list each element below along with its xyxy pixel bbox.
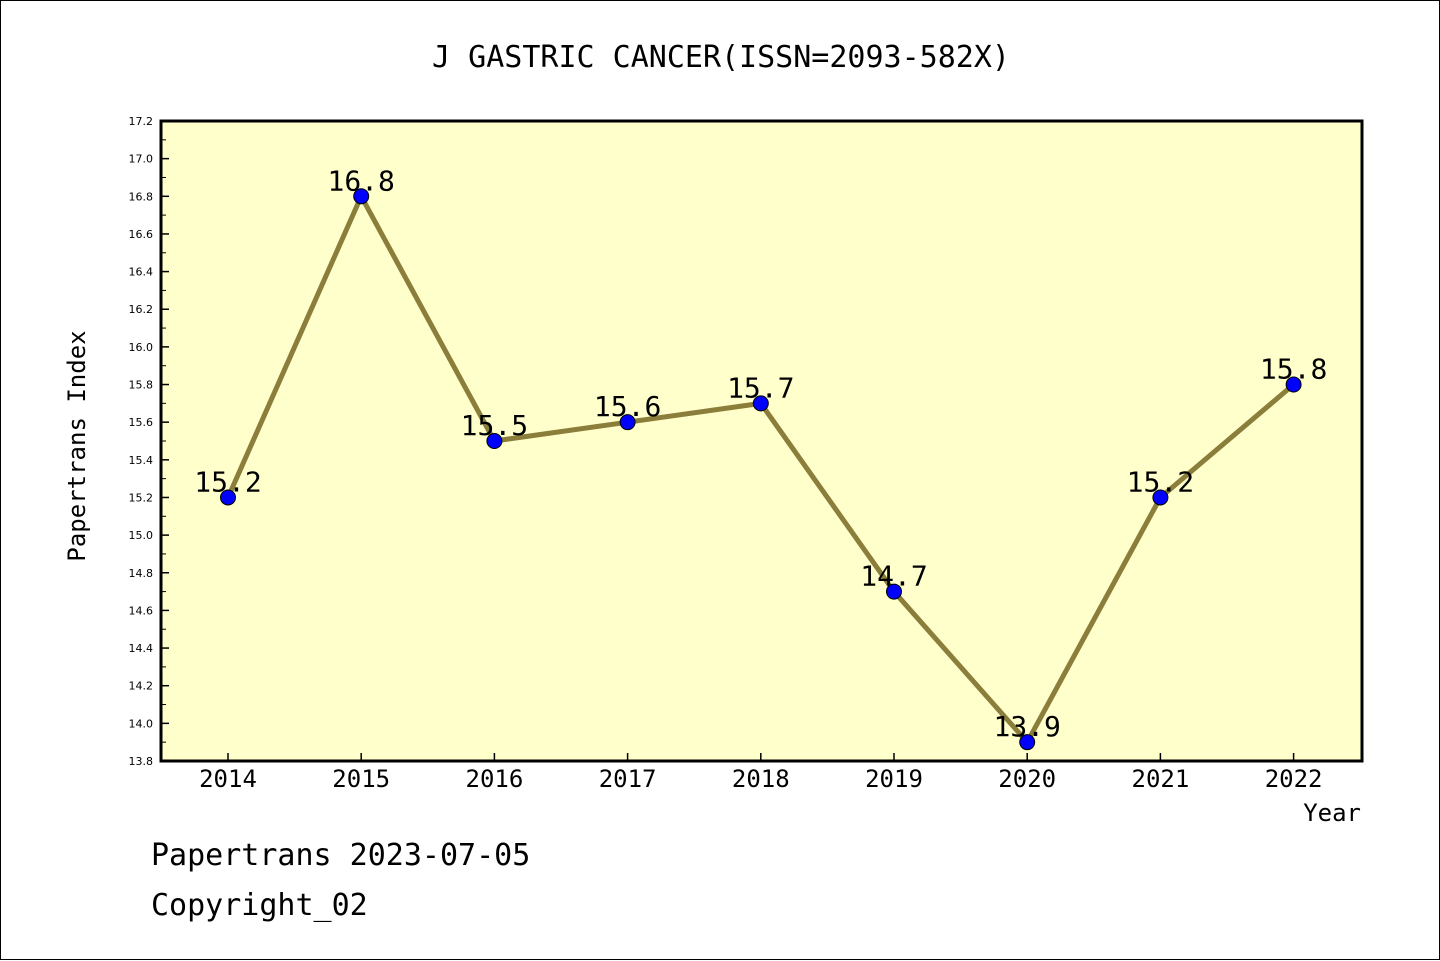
data-label: 15.8 xyxy=(1260,353,1327,386)
y-tick-label: 14.0 xyxy=(129,717,154,730)
data-point xyxy=(353,188,370,205)
x-axis: 2014 2015 2016 2017 2018 2019 2020 2021 2022 xyxy=(199,753,1322,793)
data-point xyxy=(1019,734,1036,751)
x-tick-label: 2021 xyxy=(1132,765,1190,793)
data-label: 15.7 xyxy=(727,371,794,404)
data-label: 13.9 xyxy=(993,710,1060,743)
data-point xyxy=(1152,489,1169,506)
y-tick-label: 15.6 xyxy=(129,416,154,429)
data-label: 15.6 xyxy=(594,390,661,423)
y-axis: 13.8 14.0 14.2 14.4 14.6 14.8 15.0 15.2 15.4 15.6… xyxy=(129,115,169,768)
x-tick-label: 2022 xyxy=(1265,765,1323,793)
x-tick-label: 2015 xyxy=(332,765,390,793)
y-tick-label: 15.2 xyxy=(129,491,154,504)
x-tick-label: 2020 xyxy=(998,765,1056,793)
y-tick-label: 16.8 xyxy=(129,190,154,203)
footer-date: Papertrans 2023-07-05 xyxy=(151,838,530,873)
y-tick-label: 15.4 xyxy=(129,454,154,467)
data-point xyxy=(220,489,236,506)
chart-title: J GASTRIC CANCER(ISSN=2093-582X) xyxy=(432,40,1010,75)
y-tick-label: 16.2 xyxy=(129,303,154,316)
data-label: 15.2 xyxy=(1127,465,1194,498)
plot-area xyxy=(159,119,1364,763)
y-tick-label: 17.0 xyxy=(129,153,154,166)
data-label: 14.7 xyxy=(860,560,927,593)
y-axis-label: Papertrans Index xyxy=(63,330,91,561)
y-tick-label: 14.4 xyxy=(129,642,154,655)
data-point xyxy=(886,583,902,600)
data-label: 15.2 xyxy=(194,465,261,498)
y-tick-label: 14.6 xyxy=(129,604,154,617)
x-tick-label: 2018 xyxy=(732,765,790,793)
data-point xyxy=(486,433,503,449)
x-tick-label: 2016 xyxy=(466,765,524,793)
series-line-group: 15.2 16.8 15.5 15.6 15.7 14.7 13.9 15.2 15.8 xyxy=(194,164,1327,751)
x-tick-label: 2017 xyxy=(599,765,657,793)
data-point xyxy=(1285,376,1302,393)
y-tick-label: 15.8 xyxy=(129,379,154,392)
footer-copyright: Copyright_02 xyxy=(151,888,368,923)
data-point xyxy=(752,395,769,412)
x-axis-label: Year xyxy=(1303,799,1361,827)
y-tick-label: 16.4 xyxy=(129,266,154,279)
y-tick-label: 13.8 xyxy=(129,755,154,768)
y-tick-label: 14.2 xyxy=(129,680,154,693)
data-point xyxy=(619,414,636,431)
y-tick-label: 16.6 xyxy=(129,228,154,241)
data-label: 16.8 xyxy=(327,164,394,197)
y-tick-label: 15.0 xyxy=(129,529,154,542)
y-tick-label: 16.0 xyxy=(129,341,154,354)
x-tick-label: 2014 xyxy=(199,765,257,793)
data-label: 15.5 xyxy=(461,409,528,442)
x-tick-label: 2019 xyxy=(865,765,923,793)
y-tick-label: 14.8 xyxy=(129,567,154,580)
y-tick-label: 17.2 xyxy=(129,115,154,128)
